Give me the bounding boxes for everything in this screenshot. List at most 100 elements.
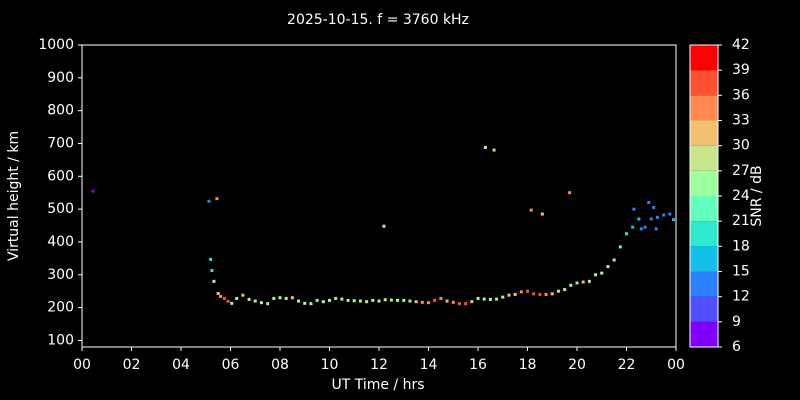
data-point [439, 296, 443, 300]
colorbar-swatch [690, 246, 718, 272]
colorbar-swatch [690, 271, 718, 297]
data-point [556, 289, 560, 293]
data-point [594, 273, 598, 277]
x-tick-label: 16 [469, 357, 487, 373]
x-tick-label: 12 [370, 357, 388, 373]
x-tick-label: 00 [73, 357, 91, 373]
data-point [433, 298, 437, 302]
data-point [389, 298, 393, 302]
y-tick-label: 700 [47, 135, 74, 151]
data-point [643, 225, 647, 229]
y-tick-label: 600 [47, 168, 74, 184]
data-point [513, 292, 517, 296]
data-point [647, 201, 651, 205]
data-point [581, 280, 585, 284]
y-tick-label: 500 [47, 201, 74, 217]
data-point [483, 145, 487, 149]
colorbar-tick-label: 33 [732, 113, 750, 129]
x-tick-label: 04 [172, 357, 190, 373]
x-tick-label: 06 [222, 357, 240, 373]
data-point [492, 148, 496, 152]
data-point [315, 298, 319, 302]
data-point [216, 291, 220, 295]
y-tick-label: 900 [47, 70, 74, 86]
data-point [501, 295, 505, 299]
colorbar-tick-label: 36 [732, 87, 750, 103]
data-point [346, 298, 350, 302]
x-tick-label: 08 [271, 357, 289, 373]
colorbar-swatch [690, 170, 718, 196]
colorbar-swatch [690, 321, 718, 347]
data-point [382, 224, 386, 228]
data-point [222, 296, 226, 300]
data-point [290, 296, 294, 300]
colorbar-tick-label: 12 [732, 289, 750, 305]
data-point [414, 300, 418, 304]
data-point [259, 301, 263, 305]
data-point [226, 299, 230, 303]
y-tick-label: 1000 [38, 37, 74, 53]
colorbar-swatch [690, 296, 718, 322]
colorbar-tick-label: 42 [732, 37, 750, 53]
data-point [668, 212, 672, 216]
data-point [470, 300, 474, 304]
data-point [451, 300, 455, 304]
y-tick-label: 400 [47, 234, 74, 250]
data-point [529, 208, 533, 212]
data-point [241, 293, 245, 297]
data-point [606, 265, 610, 269]
x-axis-label: UT Time / hrs [331, 377, 424, 393]
y-tick-label: 800 [47, 103, 74, 119]
data-point [482, 297, 486, 301]
data-point [457, 302, 461, 306]
data-point [612, 258, 616, 262]
data-point [371, 298, 375, 302]
colorbar-swatch [690, 221, 718, 247]
x-tick-label: 00 [667, 357, 685, 373]
data-point [544, 292, 548, 296]
data-point [321, 300, 325, 304]
data-point [210, 269, 214, 273]
x-tick-label: 14 [420, 357, 438, 373]
data-point [476, 296, 480, 300]
colorbar-swatch [690, 145, 718, 171]
colorbar-tick-label: 39 [732, 62, 750, 78]
data-point [396, 298, 400, 302]
data-point [340, 297, 344, 301]
data-point [266, 302, 270, 306]
colorbar-swatch [690, 95, 718, 121]
data-point [538, 292, 542, 296]
colorbar-tick-label: 9 [732, 314, 741, 330]
data-point [519, 290, 523, 294]
data-point [655, 215, 659, 219]
data-point [526, 289, 529, 293]
colorbar-tick-label: 27 [732, 163, 750, 179]
x-tick-label: 10 [321, 357, 339, 373]
data-point [488, 297, 492, 301]
data-point [652, 205, 656, 209]
data-point [507, 293, 511, 297]
y-axis-label: Virtual height / km [6, 131, 22, 261]
data-point [618, 245, 622, 249]
colorbar-swatch [690, 120, 718, 146]
x-tick-label: 22 [618, 357, 636, 373]
data-point [383, 298, 387, 302]
colorbar-swatch [690, 196, 718, 222]
data-point [563, 288, 567, 292]
y-tick-label: 100 [47, 332, 74, 348]
data-point [377, 299, 381, 303]
data-point [625, 232, 628, 236]
data-point [230, 301, 234, 305]
x-tick-label: 20 [568, 357, 586, 373]
colorbar-tick-label: 6 [732, 339, 741, 355]
data-point [575, 281, 579, 285]
chart-title: 2025-10-15. f = 3760 kHz [287, 12, 469, 28]
data-point [464, 302, 468, 306]
data-point [352, 299, 356, 303]
data-point [600, 271, 604, 275]
data-point [278, 296, 282, 300]
data-point [328, 298, 331, 302]
data-point [209, 257, 213, 261]
data-point [334, 296, 338, 300]
data-point [540, 212, 544, 216]
